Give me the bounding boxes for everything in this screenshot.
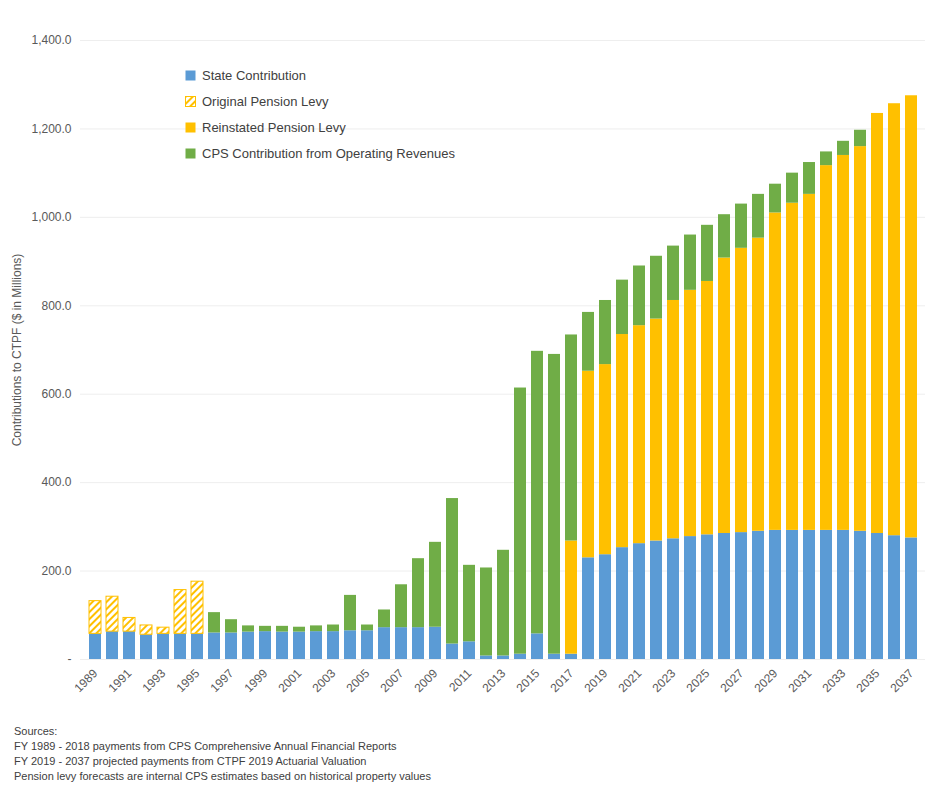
svg-text:2019: 2019	[582, 666, 611, 695]
svg-text:2007: 2007	[378, 666, 407, 695]
html-text:Sources:: Sources:	[14, 725, 58, 737]
svg-text:2003: 2003	[310, 666, 339, 695]
svg-text:1999: 1999	[242, 666, 271, 695]
svg-text:-: -	[68, 652, 72, 666]
html-text:Reinstated Pension Levy: Reinstated Pension Levy	[202, 119, 346, 135]
svg-text:Contributions to CTPF ($ in Mi: Contributions to CTPF ($ in Millions)	[10, 254, 24, 447]
svg-text:2025: 2025	[684, 666, 713, 695]
svg-text:1,000.0: 1,000.0	[31, 210, 71, 224]
svg-text:1991: 1991	[106, 666, 135, 695]
svg-text:400.0: 400.0	[41, 475, 71, 489]
svg-text:1993: 1993	[140, 666, 169, 695]
svg-text:1989: 1989	[72, 666, 101, 695]
svg-text:1997: 1997	[208, 666, 237, 695]
svg-text:2035: 2035	[854, 666, 883, 695]
svg-text:2011: 2011	[446, 666, 474, 694]
svg-text:2015: 2015	[514, 666, 543, 695]
svg-text:2013: 2013	[480, 666, 509, 695]
html-text:Pension levy forecasts are int: Pension levy forecasts are internal CPS …	[14, 770, 431, 782]
svg-text:1,200.0: 1,200.0	[31, 122, 71, 136]
svg-text:2031: 2031	[786, 666, 815, 695]
svg-text:2037: 2037	[888, 666, 917, 695]
svg-text:2033: 2033	[820, 666, 849, 695]
svg-text:200.0: 200.0	[41, 564, 71, 578]
svg-text:800.0: 800.0	[41, 299, 71, 313]
html-text:FY 1989 - 2018 payments from C: FY 1989 - 2018 payments from CPS Compreh…	[14, 740, 397, 752]
svg-text:2005: 2005	[344, 666, 373, 695]
svg-text:2001: 2001	[276, 666, 305, 695]
svg-text:2009: 2009	[412, 666, 441, 695]
svg-text:2017: 2017	[548, 666, 577, 695]
svg-text:1,400.0: 1,400.0	[31, 33, 71, 47]
svg-text:600.0: 600.0	[41, 387, 71, 401]
html-text:FY 2019 - 2037 projected payme: FY 2019 - 2037 projected payments from C…	[14, 755, 367, 767]
html-text:State Contribution: State Contribution	[202, 67, 307, 83]
svg-text:2027: 2027	[718, 666, 747, 695]
svg-text:2029: 2029	[752, 666, 781, 695]
svg-text:2023: 2023	[650, 666, 679, 695]
svg-text:2021: 2021	[616, 666, 645, 695]
html-text:CPS Contribution from Operatin: CPS Contribution from Operating Revenues	[202, 145, 455, 161]
html-text:Original Pension Levy: Original Pension Levy	[202, 93, 329, 109]
svg-text:1995: 1995	[174, 666, 203, 695]
